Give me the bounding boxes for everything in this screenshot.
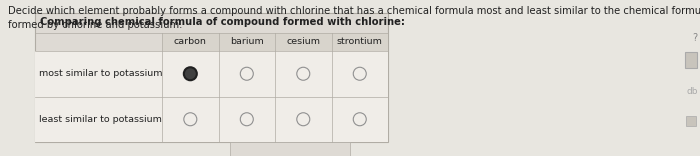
Bar — [230, 142, 350, 156]
Circle shape — [240, 113, 253, 126]
Circle shape — [354, 67, 366, 80]
Text: carbon: carbon — [174, 37, 206, 46]
Circle shape — [354, 113, 366, 126]
Text: Comparing chemical formula of compound formed with chlorine:: Comparing chemical formula of compound f… — [40, 17, 405, 27]
Bar — [685, 52, 697, 68]
Bar — [686, 116, 696, 126]
Text: least similar to potassium: least similar to potassium — [39, 115, 162, 124]
Bar — [162, 33, 388, 51]
Text: most similar to potassium: most similar to potassium — [39, 69, 162, 78]
Circle shape — [184, 113, 197, 126]
Circle shape — [297, 67, 310, 80]
Circle shape — [184, 67, 197, 80]
Circle shape — [297, 113, 310, 126]
Text: strontium: strontium — [337, 37, 383, 46]
Bar — [35, 97, 388, 142]
Text: barium: barium — [230, 37, 264, 46]
Bar — [35, 13, 388, 142]
Circle shape — [240, 67, 253, 80]
Bar — [35, 51, 388, 97]
Text: Decide which element probably forms a compound with chlorine that has a chemical: Decide which element probably forms a co… — [8, 6, 700, 30]
Text: ?: ? — [692, 33, 698, 43]
Text: db: db — [686, 86, 698, 95]
Text: cesium: cesium — [286, 37, 321, 46]
